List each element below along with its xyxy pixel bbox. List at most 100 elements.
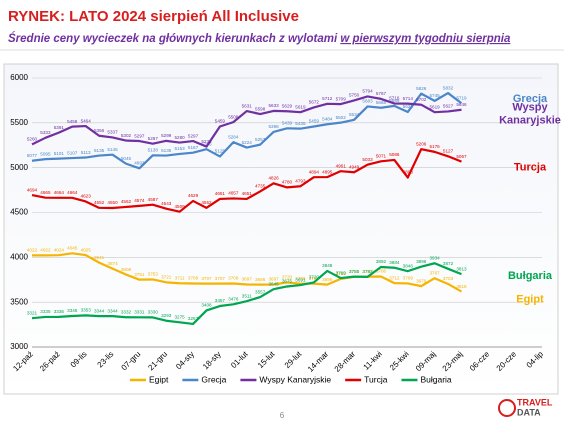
data-label: 5138 xyxy=(148,148,159,153)
data-label: 5714 xyxy=(403,96,414,101)
data-label: 5153 xyxy=(175,146,186,151)
data-label: 3813 xyxy=(456,266,467,271)
data-label: 3618 xyxy=(456,284,467,289)
data-label: 3872 xyxy=(443,261,454,266)
data-label: 5337 xyxy=(107,130,118,135)
data-label: 3457 xyxy=(215,298,226,303)
data-label: 4022 xyxy=(40,248,51,253)
data-label: 5125 xyxy=(215,149,226,154)
data-label: 5459 xyxy=(215,119,226,124)
data-label: 4552 xyxy=(94,200,105,205)
data-label: 5598 xyxy=(255,106,266,111)
data-label: 3751 xyxy=(134,272,145,277)
data-label: 5206 xyxy=(201,141,212,146)
page-number: 6 xyxy=(280,411,285,420)
data-label: 5459 xyxy=(309,119,320,124)
data-label: 5621 xyxy=(403,104,414,109)
series-line xyxy=(31,148,462,213)
data-label: 3257 xyxy=(188,316,199,321)
data-label: 5267 xyxy=(148,136,159,141)
data-label: 3706 xyxy=(295,276,306,281)
data-label: 3332 xyxy=(121,309,132,314)
data-label: 4961 xyxy=(336,163,347,168)
data-label: 3703 xyxy=(443,276,454,281)
data-label: 5176 xyxy=(430,144,441,149)
data-label: 5071 xyxy=(376,154,387,159)
data-label: 3321 xyxy=(27,310,38,315)
data-label: 5750 xyxy=(349,93,360,98)
series-end-label: Bułgaria xyxy=(508,270,553,282)
series-line xyxy=(31,262,462,326)
data-label: 4045 xyxy=(67,246,78,251)
data-label: 5398 xyxy=(268,124,279,129)
data-label: 4780 xyxy=(282,180,293,185)
data-label: 5508 xyxy=(228,114,239,119)
y-tick-label: 3500 xyxy=(10,297,28,306)
data-label: 5745 xyxy=(430,93,441,98)
data-label: 5464 xyxy=(81,118,92,123)
data-label: 4550 xyxy=(107,200,118,205)
data-label: 4735 xyxy=(255,184,266,189)
data-label: 4793 xyxy=(295,178,306,183)
chart-subtitle: Średnie ceny wycieczek na głównych kieru… xyxy=(8,32,511,45)
data-label: 5284 xyxy=(228,134,239,139)
data-label: 3767 xyxy=(430,270,441,275)
series-end-label: Grecja xyxy=(513,93,548,105)
data-label: 5333 xyxy=(40,130,51,135)
data-label: 3808 xyxy=(121,267,132,272)
data-label: 3720 xyxy=(282,275,293,280)
y-tick-label: 6000 xyxy=(10,73,28,82)
data-label: 4022 xyxy=(27,248,38,253)
series-end-label: Kanaryjskie xyxy=(499,115,561,127)
data-label: 3344 xyxy=(94,308,105,313)
data-label: 5534 xyxy=(349,112,360,117)
data-label: 5297 xyxy=(188,133,199,138)
data-label: 5716 xyxy=(389,96,400,101)
data-label: 3330 xyxy=(148,310,159,315)
data-label: 3336 xyxy=(54,309,65,314)
data-label: 4894 xyxy=(309,169,320,174)
data-label: 3476 xyxy=(228,297,239,302)
data-label: 4025 xyxy=(81,247,92,252)
data-label: 4623 xyxy=(81,194,92,199)
data-label: 5127 xyxy=(443,148,454,153)
data-label: 3697 xyxy=(242,277,253,282)
data-label: 3696 xyxy=(255,277,266,282)
data-label: 4890 xyxy=(403,170,414,175)
data-label: 5668 xyxy=(376,100,387,105)
data-label: 3712 xyxy=(389,275,400,280)
logo-text: DATA xyxy=(517,407,541,417)
data-label: 3785 xyxy=(349,269,360,274)
data-label: 5435 xyxy=(295,121,306,126)
data-label: 3275 xyxy=(175,315,186,320)
data-label: 5033 xyxy=(362,157,373,162)
data-label: 5086 xyxy=(389,152,400,157)
data-label: 3696 xyxy=(322,277,333,282)
data-label: 3782 xyxy=(362,269,373,274)
data-label: 3874 xyxy=(107,261,118,266)
data-label: 5257 xyxy=(255,137,266,142)
series-line xyxy=(32,252,463,293)
data-label: 3697 xyxy=(268,277,279,282)
data-label: 3708 xyxy=(188,276,199,281)
data-label: 5619 xyxy=(295,104,306,109)
data-label: 5689 xyxy=(389,98,400,103)
legend-label: Egipt xyxy=(149,374,169,384)
logo-text: TRAVEL xyxy=(517,397,553,407)
data-label: 5101 xyxy=(54,151,65,156)
data-label: 4826 xyxy=(268,175,279,180)
data-label: 5356 xyxy=(94,128,105,133)
data-label: 5107 xyxy=(67,150,78,155)
data-label: 5302 xyxy=(121,133,132,138)
data-label: 3708 xyxy=(228,276,239,281)
data-label: 3760 xyxy=(336,271,347,276)
data-label: 3846 xyxy=(403,263,414,268)
data-label: 5067 xyxy=(456,154,467,159)
data-label: 5832 xyxy=(443,85,454,90)
data-label: 3346 xyxy=(67,308,78,313)
data-label: 5280 xyxy=(175,135,186,140)
legend-label: Turcja xyxy=(364,374,388,384)
data-label: 3691 xyxy=(295,277,306,282)
data-label: 3675 xyxy=(282,279,293,284)
